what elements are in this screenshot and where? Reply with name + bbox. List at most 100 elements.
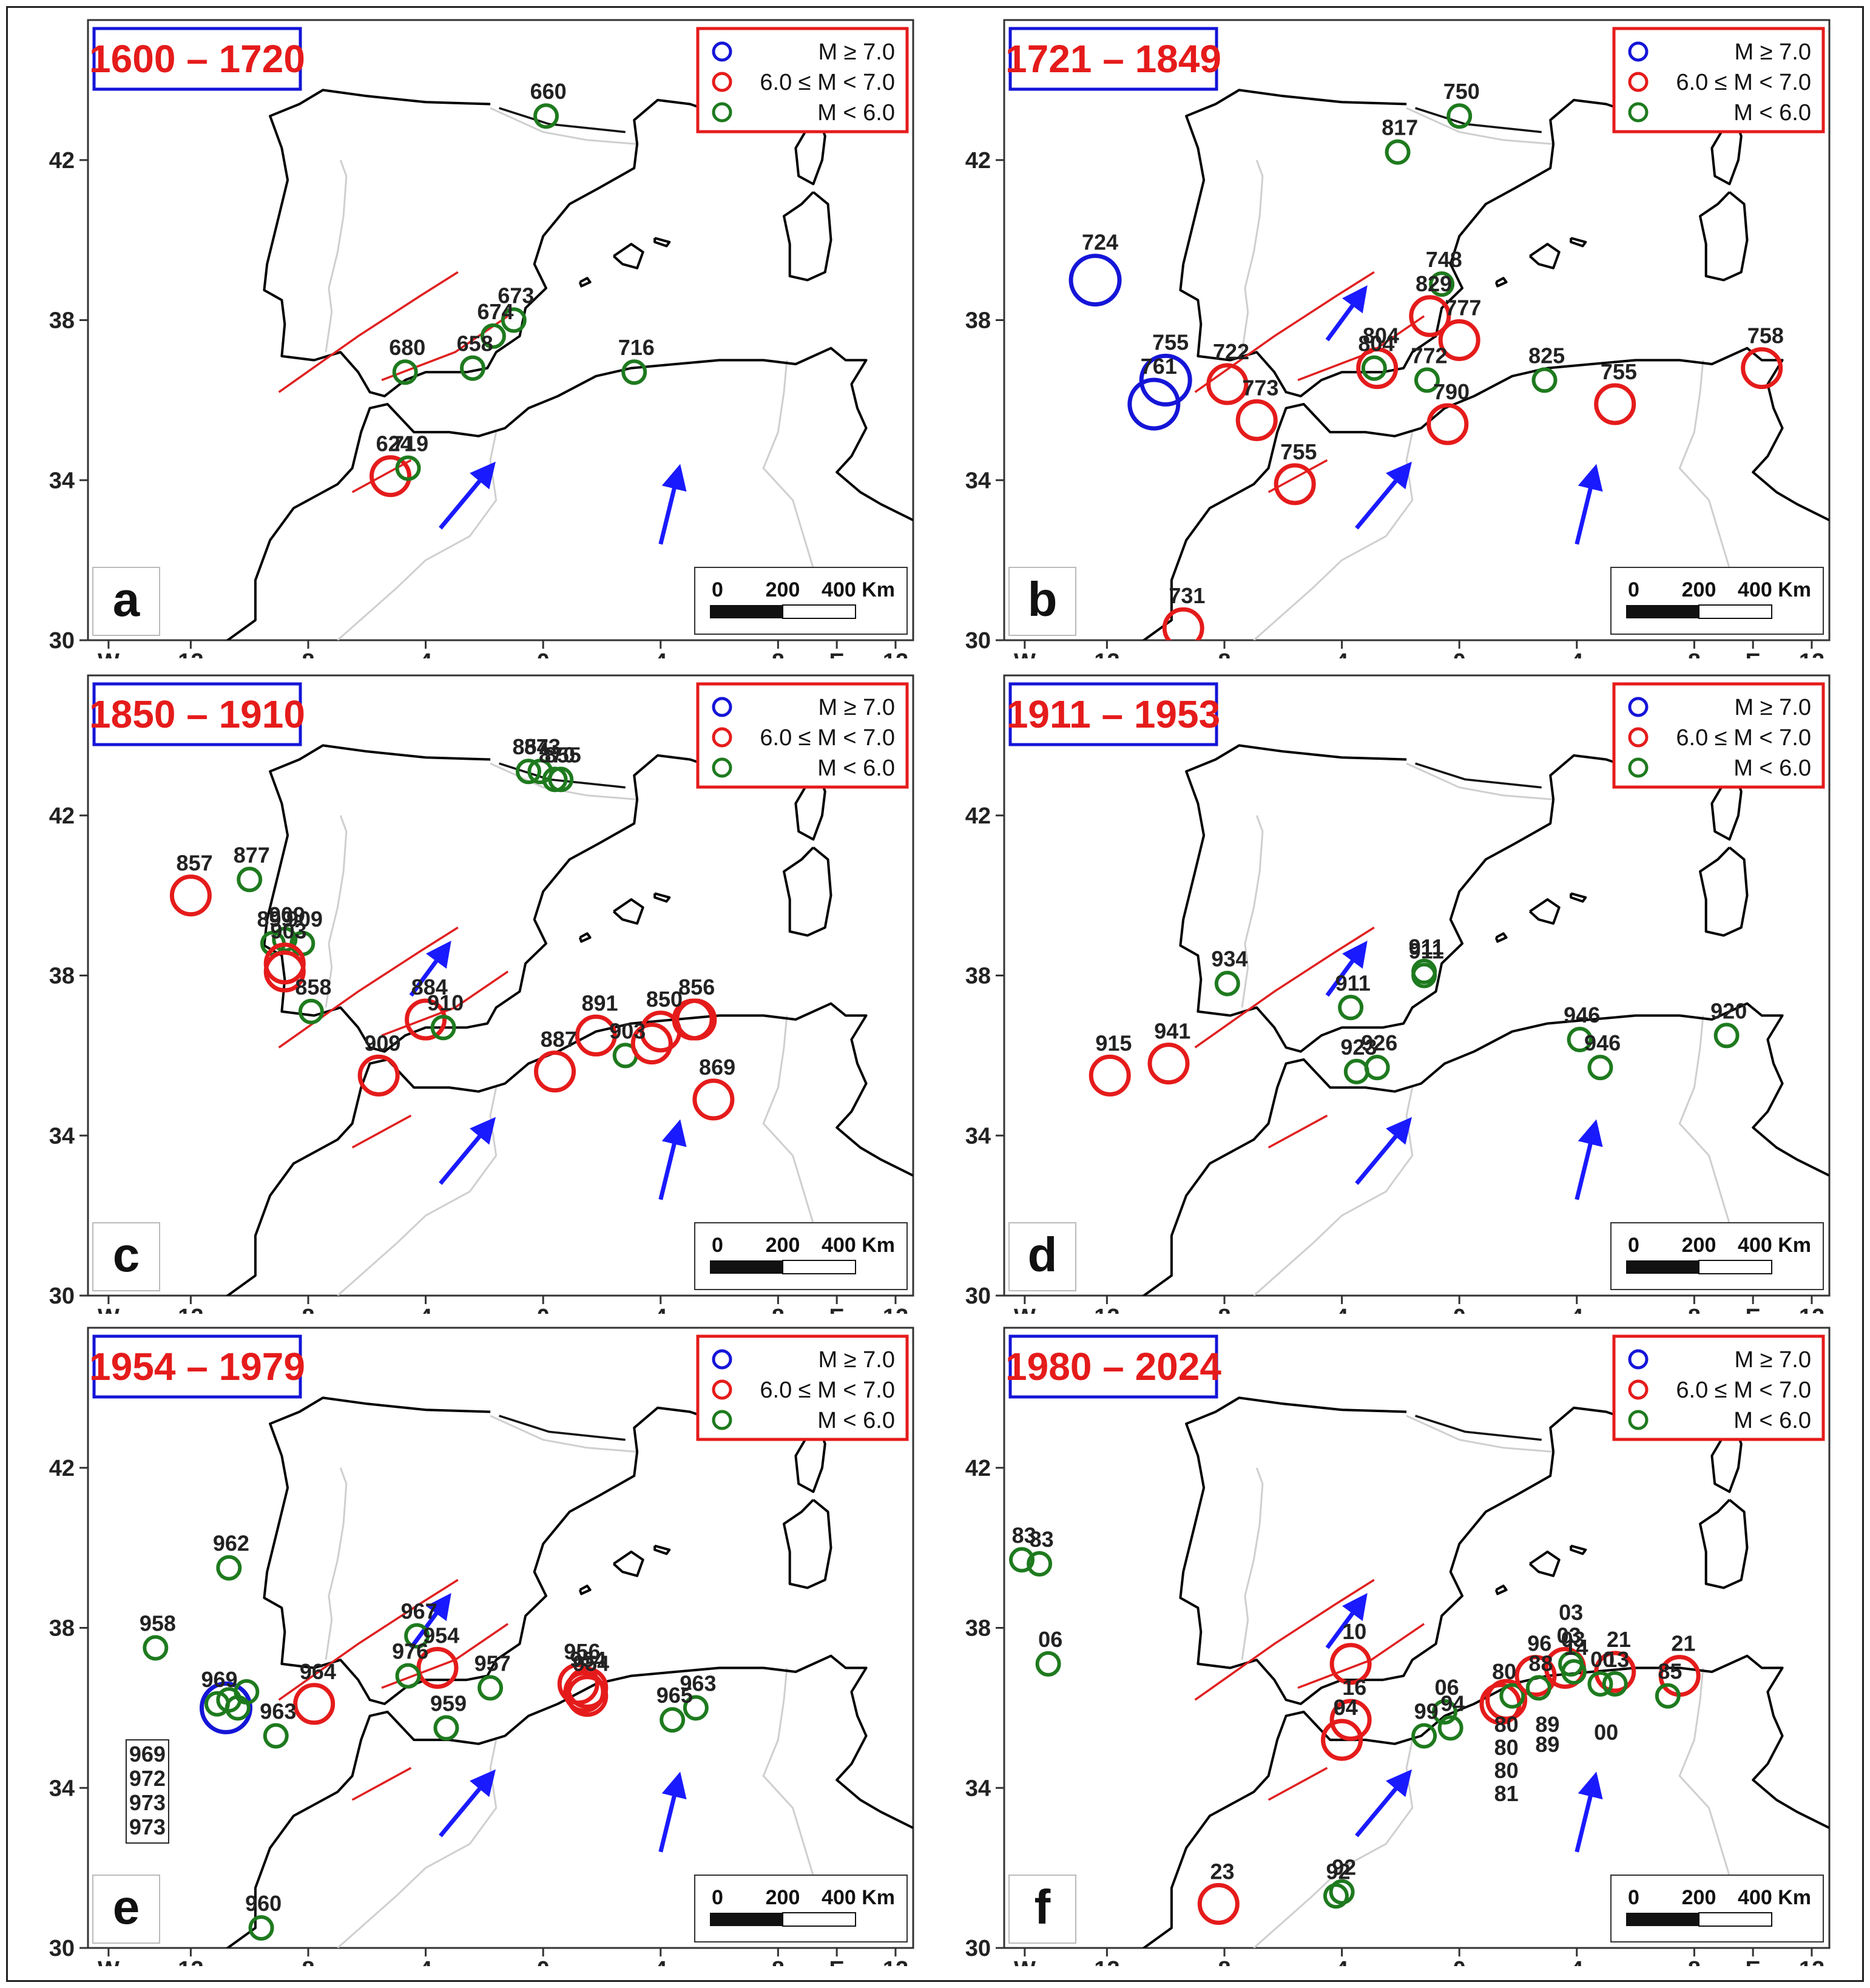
fault-line: [278, 1578, 459, 1701]
event-label: 755: [1601, 359, 1637, 384]
x-tick-label: E: [1745, 1305, 1760, 1314]
map-content: [1009, 1370, 1829, 1948]
scalebar-box: [694, 567, 908, 635]
event-circle: [298, 998, 324, 1024]
event-circle: [1139, 353, 1192, 407]
map-border: [87, 674, 914, 1297]
event-label: 680: [389, 335, 425, 360]
fault-line: [351, 1114, 412, 1149]
x-tick-label: 4: [1570, 1305, 1583, 1314]
event-circle: [1214, 970, 1240, 996]
event-circle: [542, 766, 568, 793]
coastline: [1570, 892, 1587, 903]
event-label: 899: [257, 907, 293, 931]
period-title-box: [1008, 27, 1218, 91]
map-border: [1003, 674, 1831, 1297]
x-tick-label: 12: [1799, 649, 1824, 658]
event-circle: [143, 1635, 169, 1661]
legend-marker-large: [712, 41, 732, 62]
event-label: 887: [541, 1027, 577, 1052]
legend-label-medium: 6.0 ≤ M < 7.0: [760, 1378, 895, 1403]
event-label: 850: [646, 987, 683, 1012]
x-tick-label: 12: [1094, 1305, 1119, 1314]
event-circle: [1414, 367, 1440, 393]
event-circle: [1426, 403, 1469, 445]
event-circle: [293, 1683, 336, 1725]
scalebar-box: [694, 1222, 908, 1290]
x-tick-label: W: [1014, 1305, 1036, 1314]
legend-box: [696, 1334, 909, 1441]
x-tick-label: 4: [419, 1957, 432, 1966]
x-tick-label: 12: [178, 1957, 203, 1966]
legend-marker-small: [1628, 102, 1649, 123]
country-border: [325, 160, 348, 353]
event-circle: [630, 1023, 673, 1065]
event-label: 83: [1030, 1527, 1054, 1552]
country-border: [1253, 1739, 1414, 1948]
legend-marker-medium: [712, 1379, 732, 1400]
event-label: 80: [1492, 1659, 1516, 1684]
y-tick-label: 30: [965, 628, 991, 654]
boxed-event-label: 972: [129, 1766, 166, 1791]
event-circle: [416, 1646, 459, 1689]
scalebar-light: [1698, 1260, 1772, 1274]
scalebar-light: [1698, 1912, 1772, 1927]
convergence-arrow: [409, 1593, 451, 1649]
event-label: 673: [498, 283, 534, 308]
panel-letter-box: [1008, 1875, 1076, 1944]
coastline: [578, 277, 592, 288]
country-border: [1253, 431, 1414, 640]
event-label: 722: [1213, 339, 1249, 364]
event-label: 946: [1564, 1002, 1600, 1027]
event-circle: [533, 103, 559, 129]
y-tick-label: 34: [49, 1123, 75, 1149]
scalebar-box: [1610, 1222, 1824, 1290]
event-circle: [621, 359, 647, 385]
event-circle: [237, 867, 263, 893]
y-tick-label: 42: [965, 1456, 991, 1481]
event-label: 856: [678, 975, 715, 999]
x-tick-label: 0: [1453, 1305, 1466, 1314]
event-label: 969: [201, 1667, 238, 1692]
period-title-box: [92, 27, 302, 91]
period-title: 1980 – 2024: [1005, 1345, 1221, 1388]
y-tick-label: 34: [965, 468, 991, 493]
event-label: 23: [1210, 1859, 1234, 1884]
y-tick-label: 34: [965, 1776, 991, 1801]
x-tick-label: 8: [1688, 1305, 1701, 1314]
map-content: [1068, 63, 1829, 640]
coastline: [225, 347, 913, 640]
x-tick-label: 12: [1799, 1305, 1824, 1314]
country-border: [1241, 1467, 1264, 1660]
x-tick-label: 12: [178, 1305, 203, 1314]
event-label: 06: [1435, 1675, 1459, 1700]
event-circle: [395, 1663, 421, 1689]
y-tick-label: 30: [965, 1936, 991, 1961]
legend-marker-large: [712, 697, 732, 717]
scalebar-label: 400 Km: [1738, 578, 1811, 601]
coastline: [783, 1498, 832, 1589]
event-circle: [1089, 1054, 1131, 1097]
panel-letter: d: [1028, 1228, 1058, 1282]
event-circle: [515, 759, 541, 785]
coastline: [1494, 1584, 1508, 1595]
fault-line: [1267, 1767, 1328, 1801]
scalebar-box: [694, 1875, 908, 1942]
period-title-box: [92, 682, 302, 746]
fault-line: [351, 1767, 412, 1801]
fault-line: [381, 315, 509, 382]
boxed-event-label: 973: [129, 1790, 166, 1815]
legend-box: [1612, 27, 1825, 134]
event-label: 976: [392, 1639, 428, 1664]
legend-box: [696, 27, 909, 134]
scalebar-label: 0: [1628, 578, 1639, 601]
fault-line: [1194, 926, 1375, 1049]
convergence-arrow: [439, 1117, 496, 1185]
fault-line: [351, 459, 412, 493]
event-label: 857: [177, 851, 213, 876]
event-label: 959: [430, 1691, 467, 1716]
event-label: 967: [401, 1599, 437, 1624]
event-circle: [1531, 367, 1558, 393]
coastline: [1528, 1550, 1561, 1577]
panel-letter-box: [92, 1222, 160, 1291]
